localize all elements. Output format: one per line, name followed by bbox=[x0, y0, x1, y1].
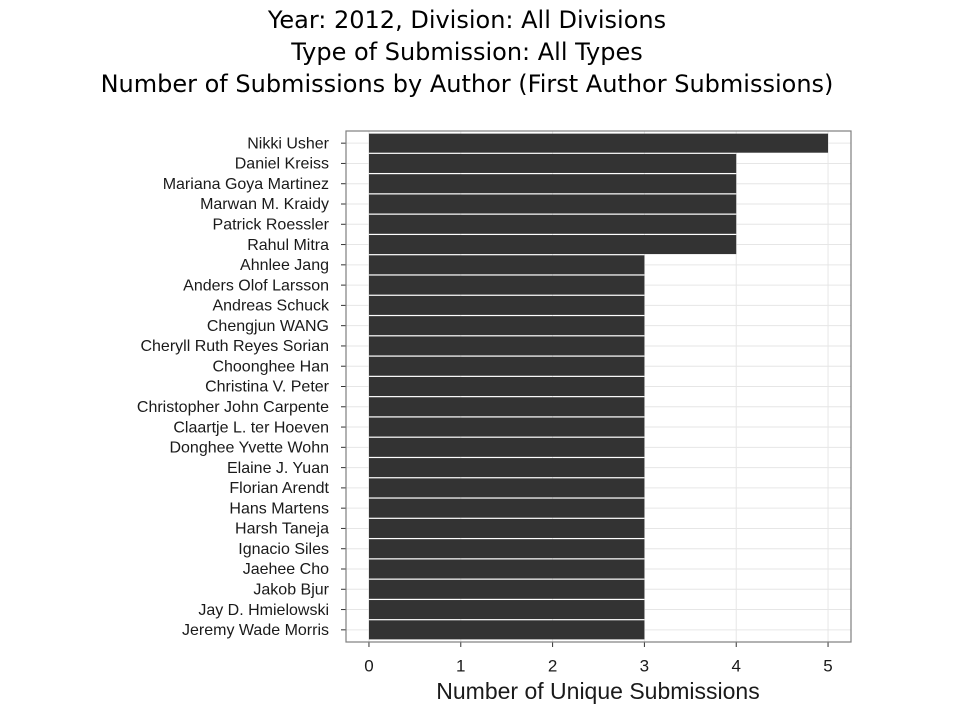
chart-title: Number of Submissions by Author (First A… bbox=[101, 70, 834, 98]
bar bbox=[368, 153, 737, 173]
y-tick-label: Ahnlee Jang bbox=[240, 257, 329, 274]
y-tick-label: Chengjun WANG bbox=[207, 318, 329, 335]
y-tick-label: Christopher John Carpente bbox=[137, 399, 329, 416]
y-tick-label: Jeremy Wade Morris bbox=[182, 622, 329, 639]
bar bbox=[368, 194, 737, 214]
x-axis-title: Number of Unique Submissions bbox=[436, 678, 759, 704]
y-tick-label: Marwan M. Kraidy bbox=[200, 196, 329, 213]
y-tick-label: Andreas Schuck bbox=[212, 298, 330, 315]
bar bbox=[368, 579, 645, 599]
y-tick-label: Jay D. Hmielowski bbox=[198, 602, 329, 619]
x-tick-label: 5 bbox=[823, 656, 832, 675]
plot-border bbox=[345, 130, 852, 643]
bar bbox=[368, 235, 737, 255]
bar bbox=[368, 498, 645, 518]
x-tick-label: 2 bbox=[548, 656, 557, 675]
bar bbox=[368, 539, 645, 559]
bar bbox=[368, 295, 645, 315]
y-tick-label: Florian Arendt bbox=[229, 480, 329, 497]
x-tick-label: 4 bbox=[731, 656, 740, 675]
y-tick-label: Hans Martens bbox=[229, 500, 329, 517]
y-tick-label: Rahul Mitra bbox=[247, 237, 329, 254]
y-tick-label: Cheryll Ruth Reyes Sorian bbox=[140, 338, 329, 355]
y-tick-label: Christina V. Peter bbox=[205, 379, 330, 396]
bar bbox=[368, 336, 645, 356]
bar bbox=[368, 376, 645, 397]
y-tick-label: Jakob Bjur bbox=[253, 581, 329, 598]
bar bbox=[368, 518, 645, 538]
y-tick-label: Mariana Goya Martinez bbox=[163, 176, 329, 193]
y-tick-label: Claartje L. ter Hoeven bbox=[173, 419, 329, 436]
bar bbox=[368, 478, 645, 498]
bar bbox=[368, 397, 645, 417]
y-tick-label: Nikki Usher bbox=[247, 135, 329, 152]
bar bbox=[368, 559, 645, 579]
y-tick-label: Elaine J. Yuan bbox=[227, 460, 329, 477]
x-tick-label: 1 bbox=[456, 656, 465, 675]
y-tick-label: Ignacio Siles bbox=[238, 541, 329, 558]
bar bbox=[368, 417, 645, 437]
y-tick-label: Donghee Yvette Wohn bbox=[169, 440, 329, 457]
y-tick-label: Jaehee Cho bbox=[243, 561, 329, 578]
y-tick-label: Patrick Roessler bbox=[213, 216, 330, 233]
bar bbox=[368, 174, 737, 194]
y-tick-label: Choonghee Han bbox=[212, 358, 329, 375]
bar bbox=[368, 458, 645, 478]
bar bbox=[368, 600, 645, 620]
chart-title: Year: 2012, Division: All Divisions bbox=[267, 6, 666, 34]
y-tick-label: Anders Olof Larsson bbox=[183, 277, 329, 294]
bar bbox=[368, 275, 645, 295]
bar bbox=[368, 437, 645, 457]
y-tick-label: Harsh Taneja bbox=[235, 521, 329, 538]
x-tick-label: 0 bbox=[364, 656, 373, 675]
bar bbox=[368, 133, 829, 153]
bar bbox=[368, 316, 645, 336]
bar bbox=[368, 356, 645, 376]
bar bbox=[368, 255, 645, 275]
chart-title: Type of Submission: All Types bbox=[290, 38, 643, 66]
y-tick-label: Daniel Kreiss bbox=[235, 156, 329, 173]
x-tick-label: 3 bbox=[640, 656, 649, 675]
bar bbox=[368, 214, 737, 234]
bar bbox=[368, 620, 645, 640]
